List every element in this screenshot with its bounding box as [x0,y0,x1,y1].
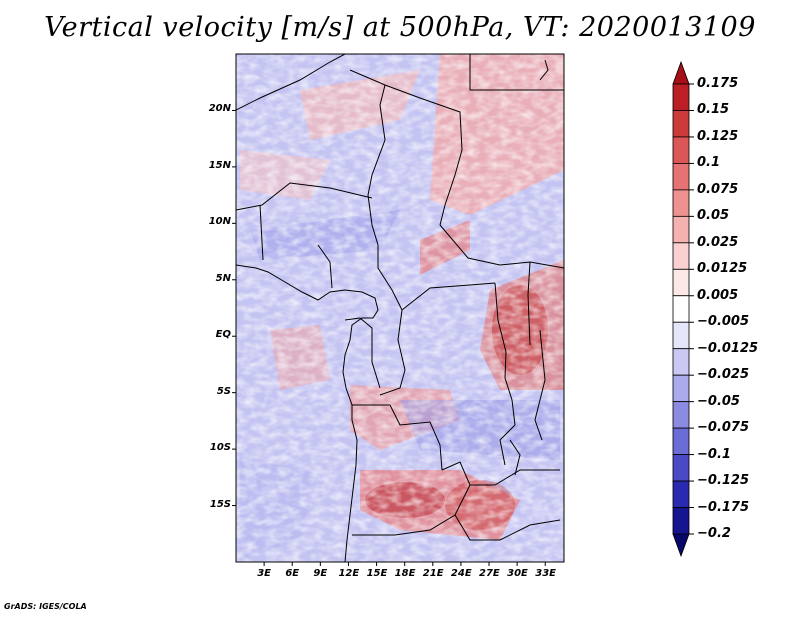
colorbar-swatch [672,242,690,270]
colorbar-level-label: 0.005 [697,287,739,303]
colorbar-swatch [672,348,690,376]
lon-tick-label: 3E [257,568,271,579]
colorbar-swatch [672,189,690,217]
lon-tick-label: 27E [479,568,500,579]
axis-ticks [232,109,546,566]
lon-tick-label: 21E [422,568,444,579]
colorbar-level-label: −0.05 [697,393,740,409]
lon-tick-label: 18E [394,568,416,579]
colorbar-swatch [672,533,690,558]
colorbar-level-label: −0.2 [697,526,731,541]
colorbar-swatch [672,507,690,535]
colorbar-swatch [672,480,690,508]
lon-tick-label: 15E [366,568,388,579]
vertical-velocity-field [236,54,564,562]
border-sahara [236,54,346,111]
colorbar-swatch [672,401,690,429]
lon-tick-label: 12E [338,568,360,579]
lon-tick-label: 6E [285,568,300,579]
colorbar-swatch [672,163,690,191]
lat-tick-label: 15N [208,159,231,171]
colorbar-level-label: 0.175 [697,76,739,91]
colorbar-swatch [672,136,690,164]
colorbar-level-label: 0.125 [697,128,739,144]
colorbar-swatch [672,374,690,403]
lat-tick-label: 15S [209,498,231,510]
chart-title: Vertical velocity [m/s] at 500hPa, VT: 2… [44,12,756,43]
grads-credit: GrADS: IGES/COLA [4,602,87,611]
lat-tick-label: 10S [209,442,231,454]
colorbar-level-label: −0.075 [697,420,750,436]
colorbar-level-label: −0.025 [697,367,750,383]
lon-tick-label: 24E [450,568,472,579]
colorbar-level-label: 0.0125 [697,261,748,277]
colorbar-level-label: −0.125 [697,473,750,489]
colorbar-level-label: 0.025 [697,234,739,250]
lat-tick-label: 5N [215,272,231,284]
lon-tick-label: 9E [313,568,328,579]
colorbar-level-label: 0.15 [697,102,730,118]
lat-tick-label: 20N [208,103,231,115]
lat-tick-label: 10N [208,216,231,228]
colorbar-swatch [672,215,690,244]
lon-tick-label: 30E [507,568,528,579]
colorbar-level-label: −0.005 [697,314,750,330]
colorbar-swatch [672,295,690,323]
colorbar-level-label: −0.1 [697,446,731,462]
colorbar-swatch [672,83,690,111]
colorbar [672,60,694,558]
colorbar-level-label: −0.175 [697,499,750,515]
colorbar-swatch [672,268,690,297]
colorbar-swatch [672,60,690,85]
colorbar-swatch [672,110,690,138]
colorbar-swatch [672,321,690,350]
colorbar-swatch [672,454,690,482]
colorbar-level-label: 0.1 [697,155,721,171]
lat-tick-label: 5S [216,385,231,397]
country-borders [236,54,564,562]
colorbar-level-label: 0.075 [697,181,739,197]
colorbar-level-label: −0.0125 [697,340,759,356]
map-frame [235,53,565,563]
colorbar-level-label: 0.05 [697,208,730,224]
lat-tick-label: EQ [215,329,231,341]
colorbar-swatch [672,427,690,455]
coastline-west-africa [236,264,379,562]
lon-tick-label: 33E [535,568,556,579]
